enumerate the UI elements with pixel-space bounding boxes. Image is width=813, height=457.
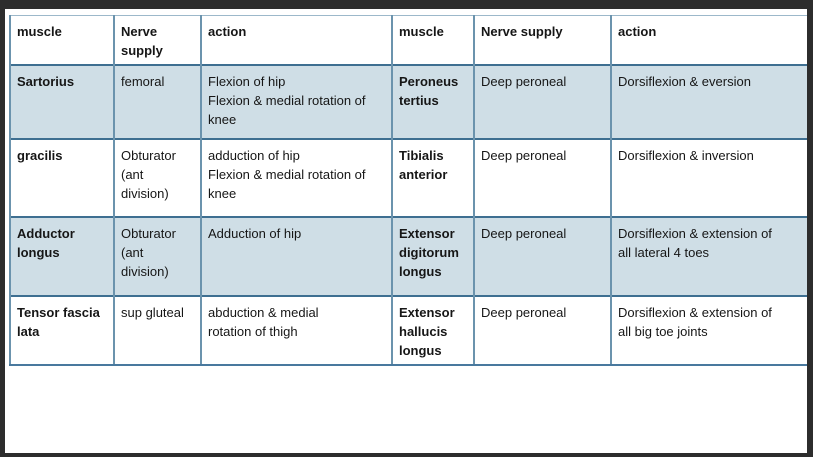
table-row: Sartorius femoral Flexion of hip Flexion… (9, 64, 807, 139)
table-row: gracilis Obturator (ant division) adduct… (9, 138, 807, 217)
cell-nerve-supply: sup gluteal (113, 295, 201, 366)
cell-action: abduction & medial rotation of thigh (200, 295, 392, 366)
header-action-right: action (610, 15, 807, 65)
cell-muscle: Tensor fascia lata (9, 295, 114, 366)
cell-nerve-supply: Deep peroneal (473, 64, 611, 139)
header-muscle-left: muscle (9, 15, 114, 65)
header-nerve-supply-right: Nerve supply (473, 15, 611, 65)
header-nerve-supply-left: Nerve supply (113, 15, 201, 65)
cell-action: Dorsiflexion & extension of all big toe … (610, 295, 807, 366)
cell-muscle: Adductor longus (9, 216, 114, 296)
cell-muscle: gracilis (9, 138, 114, 217)
cell-muscle: Tibialis anterior (391, 138, 474, 217)
cell-action: Dorsiflexion & eversion (610, 64, 807, 139)
cell-nerve-supply: Obturator (ant division) (113, 216, 201, 296)
cell-action: Flexion of hip Flexion & medial rotation… (200, 64, 392, 139)
cell-action: Dorsiflexion & inversion (610, 138, 807, 217)
cell-nerve-supply: Deep peroneal (473, 138, 611, 217)
cell-nerve-supply: Deep peroneal (473, 216, 611, 296)
cell-muscle: Peroneus tertius (391, 64, 474, 139)
cell-action: adduction of hip Flexion & medial rotati… (200, 138, 392, 217)
muscle-actions-table: muscle Nerve supply action muscle Nerve … (9, 15, 807, 366)
table-header-row: muscle Nerve supply action muscle Nerve … (9, 15, 807, 65)
cell-nerve-supply: Obturator (ant division) (113, 138, 201, 217)
cell-action: Adduction of hip (200, 216, 392, 296)
table-row: Tensor fascia lata sup gluteal abduction… (9, 295, 807, 366)
header-muscle-right: muscle (391, 15, 474, 65)
header-action-left: action (200, 15, 392, 65)
cell-muscle: Extensor digitorum longus (391, 216, 474, 296)
cell-muscle: Extensor hallucis longus (391, 295, 474, 366)
cell-action: Dorsiflexion & extension of all lateral … (610, 216, 807, 296)
cell-muscle: Sartorius (9, 64, 114, 139)
cell-nerve-supply: Deep peroneal (473, 295, 611, 366)
table-row: Adductor longus Obturator (ant division)… (9, 216, 807, 296)
cell-nerve-supply: femoral (113, 64, 201, 139)
